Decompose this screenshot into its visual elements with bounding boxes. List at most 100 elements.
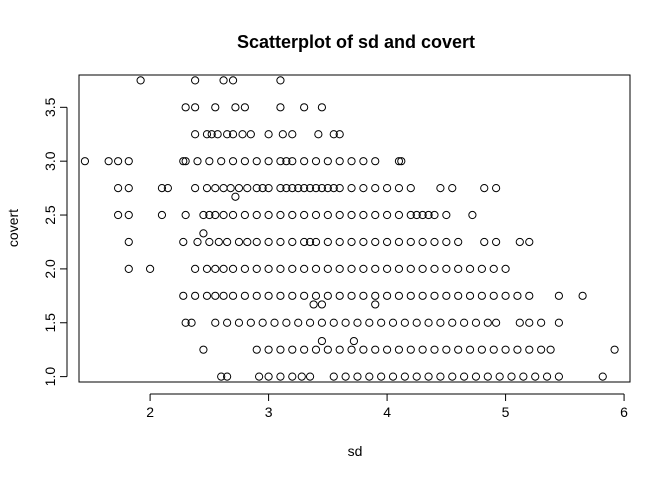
data-point — [335, 264, 344, 273]
data-point — [525, 237, 534, 247]
data-point — [314, 130, 323, 139]
x-axis-label: sd — [348, 443, 363, 459]
data-point — [255, 372, 264, 381]
data-point — [228, 76, 238, 85]
data-point — [365, 372, 374, 381]
data-point — [282, 157, 291, 166]
data-point — [311, 237, 321, 247]
data-point — [317, 103, 327, 112]
data-point — [465, 345, 475, 354]
data-point — [412, 318, 421, 327]
data-point — [454, 237, 463, 247]
data-point — [554, 318, 564, 327]
data-point — [347, 184, 356, 193]
data-point — [243, 237, 252, 247]
data-point — [519, 372, 528, 381]
data-point — [258, 318, 267, 327]
data-point — [394, 345, 404, 354]
data-point — [406, 210, 415, 220]
data-point — [246, 318, 255, 327]
data-point — [436, 184, 445, 193]
data-point — [359, 345, 368, 354]
data-point — [442, 264, 451, 273]
data-point — [525, 318, 534, 327]
data-point — [240, 157, 249, 166]
data-point — [294, 318, 303, 327]
data-point — [347, 237, 356, 247]
data-point — [406, 237, 415, 247]
data-point — [353, 372, 362, 381]
data-point — [205, 237, 214, 247]
data-point — [223, 318, 232, 327]
data-point — [347, 291, 356, 300]
data-point — [305, 318, 315, 327]
data-point — [211, 210, 220, 220]
data-point — [288, 130, 297, 139]
data-point — [359, 157, 368, 166]
data-point — [442, 291, 451, 300]
data-point — [578, 291, 587, 300]
data-point — [492, 237, 501, 247]
data-point — [276, 210, 285, 220]
data-point — [228, 130, 238, 139]
data-point — [492, 318, 501, 327]
data-point — [181, 318, 190, 327]
data-point — [288, 237, 297, 247]
data-point — [436, 318, 445, 327]
data-point — [223, 237, 232, 247]
data-point — [311, 291, 321, 300]
data-point — [207, 130, 216, 139]
data-point — [465, 291, 475, 300]
x-tick-label: 4 — [383, 404, 391, 420]
data-point — [288, 264, 297, 273]
data-point — [382, 210, 392, 220]
data-point — [282, 318, 291, 327]
data-point — [238, 130, 247, 139]
data-point — [124, 237, 133, 247]
data-point — [252, 264, 261, 273]
data-point — [465, 264, 475, 273]
data-point — [489, 345, 498, 354]
data-point — [240, 103, 249, 112]
data-point — [359, 291, 368, 300]
data-point — [240, 291, 249, 300]
data-point — [264, 291, 273, 300]
data-point — [495, 372, 504, 381]
data-point — [228, 210, 238, 220]
data-point — [246, 130, 255, 139]
data-point — [442, 210, 451, 220]
data-point — [515, 318, 524, 327]
data-point — [300, 237, 309, 247]
data-point — [219, 291, 228, 300]
y-tick-label: 2.0 — [42, 259, 58, 279]
data-point — [231, 103, 240, 112]
data-point — [483, 318, 492, 327]
data-point — [448, 372, 457, 381]
data-point — [191, 264, 200, 273]
data-point — [436, 372, 445, 381]
data-point — [424, 210, 433, 220]
data-point — [191, 184, 200, 193]
data-point — [234, 318, 244, 327]
data-point — [388, 318, 398, 327]
data-point — [202, 130, 212, 139]
data-point — [394, 237, 404, 247]
data-point — [525, 345, 534, 354]
data-point — [317, 318, 327, 327]
data-point — [335, 210, 344, 220]
data-point — [335, 345, 344, 354]
data-point — [418, 264, 427, 273]
data-point — [424, 318, 433, 327]
data-point — [406, 345, 415, 354]
data-point — [311, 264, 321, 273]
data-point — [394, 210, 404, 220]
data-point — [136, 76, 145, 85]
data-point — [323, 345, 332, 354]
data-point — [282, 184, 291, 193]
data-point — [228, 157, 238, 166]
data-point — [80, 157, 90, 166]
data-point — [288, 372, 297, 381]
data-point — [323, 237, 332, 247]
data-point — [513, 345, 522, 354]
